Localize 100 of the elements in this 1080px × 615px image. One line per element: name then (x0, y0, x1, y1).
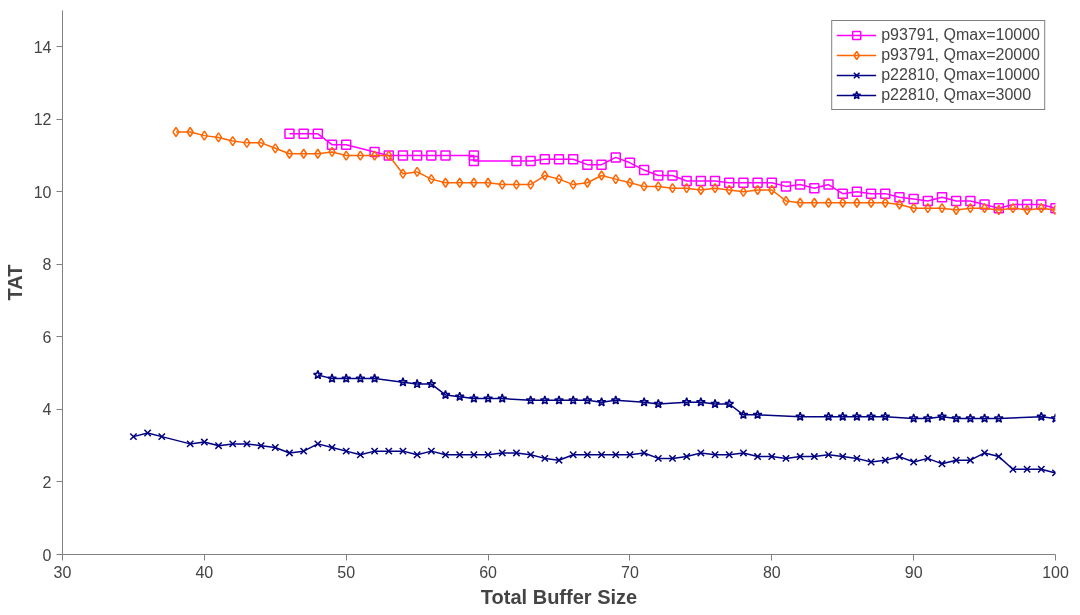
point (610, 395, 621, 405)
point (752, 177, 763, 189)
point (908, 413, 919, 423)
point (681, 175, 692, 187)
point (695, 175, 707, 187)
point (326, 139, 338, 150)
point (411, 150, 423, 161)
point (1036, 411, 1047, 422)
point (426, 378, 437, 389)
point (312, 128, 324, 140)
point (539, 153, 551, 165)
y-axis-title: TAT (3, 264, 26, 301)
point (865, 188, 877, 199)
point (397, 150, 409, 161)
point (539, 395, 550, 405)
legend-label: p22810, Qmax=10000 (881, 66, 1040, 84)
point (1036, 199, 1047, 210)
point (369, 146, 380, 158)
x-tick-label: 70 (621, 563, 639, 581)
point (284, 128, 295, 140)
point (553, 395, 565, 405)
point (639, 396, 650, 407)
point (653, 170, 664, 181)
point (440, 389, 451, 400)
point (327, 373, 338, 383)
point (440, 150, 451, 161)
point (851, 186, 863, 198)
point (553, 153, 565, 165)
point (738, 177, 749, 189)
point (610, 152, 621, 163)
point (596, 159, 607, 170)
point (979, 413, 990, 423)
point (851, 411, 862, 422)
point (752, 409, 763, 420)
point (355, 373, 366, 383)
point (766, 177, 778, 189)
x-tick-label: 100 (1042, 563, 1069, 581)
point (780, 181, 792, 192)
point (582, 159, 593, 170)
point (525, 395, 536, 405)
point (568, 395, 579, 405)
point (525, 155, 536, 167)
x-axis-title: Total Buffer Size (480, 585, 638, 608)
point (823, 411, 834, 422)
y-tick-label: 6 (42, 328, 52, 346)
point (653, 398, 664, 409)
point (596, 396, 607, 407)
point (809, 182, 820, 194)
x-tick-label: 80 (762, 563, 781, 581)
point (866, 411, 877, 422)
point (795, 411, 806, 422)
point (965, 413, 976, 423)
x-tick-label: 60 (479, 563, 498, 581)
point (709, 175, 721, 187)
point (426, 150, 437, 161)
point (567, 153, 579, 165)
y-tick-label: 4 (42, 401, 52, 419)
point (837, 188, 848, 199)
point (908, 193, 919, 205)
point (397, 376, 408, 387)
point (979, 199, 990, 210)
point (951, 413, 962, 423)
point (511, 155, 522, 167)
legend-label: p93791, Qmax=20000 (881, 46, 1040, 64)
y-tick-label: 0 (42, 546, 52, 564)
point (695, 396, 706, 407)
point (369, 373, 380, 383)
point (454, 391, 465, 402)
point (922, 413, 933, 423)
point (483, 393, 494, 403)
x-tick-label: 50 (337, 563, 356, 581)
point (341, 373, 352, 383)
point (936, 192, 948, 203)
point (738, 409, 749, 420)
y-tick-label: 12 (33, 111, 52, 129)
y-tick-label: 14 (33, 38, 52, 56)
point (312, 369, 323, 380)
point (1021, 199, 1033, 210)
y-tick-label: 10 (33, 183, 52, 201)
x-tick-label: 90 (904, 563, 923, 581)
point (950, 195, 962, 207)
point (497, 393, 508, 403)
point (468, 155, 480, 167)
point (922, 195, 934, 207)
point (624, 157, 636, 169)
point (724, 398, 735, 409)
point (1007, 199, 1019, 210)
point (965, 195, 976, 207)
point (681, 396, 692, 407)
point (298, 128, 309, 140)
point (667, 170, 678, 181)
x-tick-label: 30 (53, 563, 72, 581)
point (340, 139, 352, 150)
point (638, 164, 650, 176)
point (723, 177, 735, 189)
y-tick-label: 8 (42, 256, 52, 274)
point (880, 411, 891, 422)
y-tick-label: 2 (42, 473, 52, 491)
point (468, 150, 480, 161)
point (993, 413, 1004, 423)
